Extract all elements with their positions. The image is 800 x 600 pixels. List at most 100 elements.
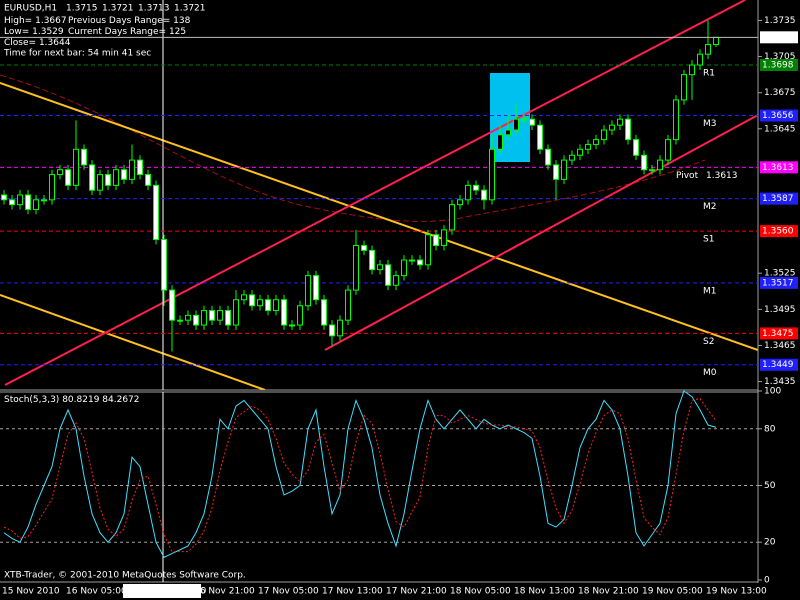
y-tick-label: 1.3705 <box>764 52 796 62</box>
candle-body <box>353 245 359 291</box>
cursor-box <box>123 584 201 598</box>
candle-body <box>529 118 535 126</box>
candle-body <box>657 159 663 171</box>
candle-body <box>273 299 279 312</box>
level-name: M3 <box>703 119 717 129</box>
info-text: Low= 1.3529 <box>4 27 64 37</box>
trend-line <box>0 294 266 390</box>
candle-body <box>425 234 431 266</box>
indicator-title: Stoch(5,3,3) 80.8219 84.2672 <box>4 395 140 405</box>
level-name: M0 <box>703 368 717 378</box>
candle-body <box>569 154 575 161</box>
candle-body <box>345 289 351 321</box>
y-tick-label: 1.3495 <box>764 305 796 315</box>
level-price-box <box>760 161 798 174</box>
candle-body <box>489 148 495 201</box>
candle-body <box>73 148 79 186</box>
info-label: Previous Days Range= <box>68 16 170 26</box>
candle-body <box>161 239 167 291</box>
level-name: M1 <box>703 286 717 296</box>
candle-body <box>81 148 87 166</box>
candle-body <box>321 299 327 326</box>
y-tick-label: 1.3675 <box>764 88 796 98</box>
candle-body <box>233 299 239 326</box>
level-price-box <box>760 59 798 71</box>
candle-body <box>105 174 111 186</box>
y-tick-label: 1.3525 <box>764 269 796 279</box>
highlight-rectangle <box>490 73 530 162</box>
info-text: Current Days Range= 125 <box>68 27 186 37</box>
candle-body <box>457 199 463 206</box>
candle-body <box>553 164 559 180</box>
candle-body <box>9 199 15 206</box>
level-name: S1 <box>703 235 714 245</box>
channel-line <box>324 114 758 351</box>
candle-body <box>145 174 151 186</box>
candle-body <box>169 289 175 321</box>
ohlc-value: 1.3721 <box>102 4 134 14</box>
drawn-objects <box>0 0 758 390</box>
info-value: 138 <box>173 16 190 26</box>
candle-body <box>665 139 671 161</box>
candle-body <box>417 259 423 266</box>
candle-body <box>241 294 247 301</box>
channel-line <box>4 0 746 386</box>
x-tick-label: 18 Nov 13:00 <box>514 587 575 597</box>
level-name: R1 <box>703 69 715 79</box>
candle-body <box>577 148 583 156</box>
info-label: Current Days Range= <box>68 27 166 37</box>
candle-body <box>689 64 695 76</box>
candle-body <box>617 118 623 126</box>
candle-body <box>193 314 199 326</box>
candle-body <box>681 74 687 101</box>
bid-price: 1.3721 <box>762 33 794 43</box>
candle-body <box>393 275 399 286</box>
x-tick-label: 19 Nov 13:00 <box>706 587 767 597</box>
candle-body <box>305 275 311 307</box>
candle-body <box>441 229 447 247</box>
timer: Time for next bar: 54 min 41 sec <box>3 49 151 59</box>
candle-body <box>177 319 183 322</box>
candle-body <box>217 310 223 321</box>
y-tick-label: 20 <box>764 538 776 548</box>
candle-body <box>601 129 607 141</box>
level-name: Pivot <box>676 171 699 181</box>
candle-body <box>705 44 711 55</box>
y-tick-label: 1.3465 <box>764 341 796 351</box>
candle-body <box>697 53 703 66</box>
candle-body <box>649 169 655 172</box>
y-tick-label: 1.3645 <box>764 124 796 134</box>
candle-body <box>361 245 367 251</box>
candle-body <box>625 118 631 141</box>
candle-body <box>545 148 551 166</box>
candle-body <box>65 169 71 186</box>
level-price: 1.3560 <box>762 227 794 237</box>
candle-body <box>593 139 599 145</box>
candle-body <box>137 159 143 176</box>
info-label: High= <box>4 16 32 26</box>
candle-body <box>561 159 567 180</box>
candle-body <box>585 143 591 150</box>
candle-body <box>337 319 343 337</box>
level-price-box <box>760 225 798 238</box>
candle-body <box>49 174 55 201</box>
candle-body <box>41 199 47 202</box>
candle-body <box>25 194 31 210</box>
candle-body <box>33 199 39 210</box>
y-tick-label: 1.3435 <box>764 377 796 387</box>
candle-body <box>121 169 127 180</box>
level-price-box <box>760 327 798 340</box>
candle-body <box>673 99 679 141</box>
info-value: 1.3667 <box>35 16 67 26</box>
info-text: Previous Days Range= 138 <box>68 16 191 26</box>
info-value: 125 <box>169 27 186 37</box>
candle-body <box>537 124 543 150</box>
level-value: 1.3613 <box>706 171 738 181</box>
y-tick-label: 1.3735 <box>764 16 796 26</box>
candle-body <box>513 118 519 131</box>
candle-body <box>281 299 287 326</box>
level-price-box <box>760 276 798 289</box>
level-price-box <box>760 192 798 205</box>
